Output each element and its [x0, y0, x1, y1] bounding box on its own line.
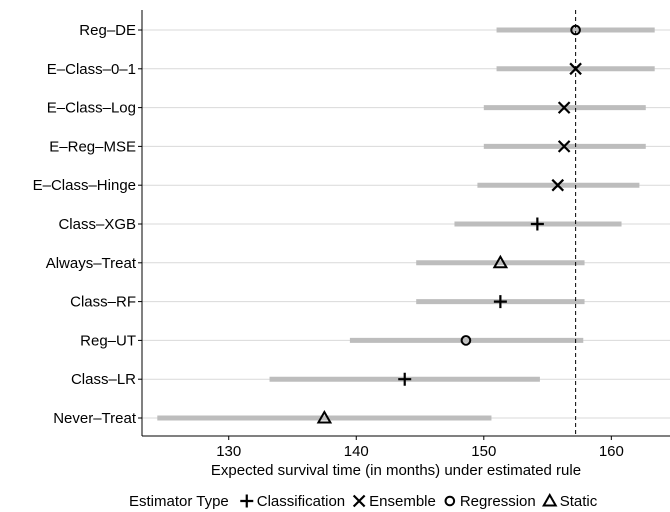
estimate-marker-cross	[569, 62, 582, 76]
estimate-marker-circle	[460, 335, 472, 346]
row-label: Class–XGB	[58, 216, 136, 233]
legend-key-cross	[352, 494, 366, 508]
row-label: E–Class–Hinge	[33, 177, 136, 194]
estimate-marker-triangle	[316, 409, 333, 424]
row-label: E–Class–Log	[47, 100, 136, 117]
legend-label: Regression	[460, 493, 536, 510]
row-label: Class–LR	[71, 371, 136, 388]
estimate-marker-cross	[551, 178, 565, 192]
legend-items: Classification Ensemble Regression Static	[240, 492, 598, 510]
x-ticks: 130 140 150 160	[216, 436, 624, 460]
estimate-marker-cross	[557, 140, 571, 153]
x-tick-label: 150	[471, 443, 496, 460]
estimate-marker-plus	[493, 295, 507, 309]
legend-label: Static	[560, 493, 598, 510]
legend-key-plus	[240, 494, 254, 508]
estimate-marker-circle	[570, 24, 581, 36]
x-axis-title: Expected survival time (in months) under…	[211, 462, 581, 479]
legend-label: Ensemble	[369, 493, 436, 510]
estimate-marker-triangle	[492, 254, 509, 269]
estimate-marker-cross	[557, 101, 571, 114]
x-tick-label: 160	[599, 443, 624, 460]
legend-key-circle	[444, 495, 456, 507]
legend-key-triangle	[541, 492, 558, 507]
x-tick-label: 140	[344, 443, 369, 460]
row-label: E–Reg–MSE	[49, 138, 136, 155]
markers	[316, 24, 582, 424]
row-labels: Reg–DE E–Class–0–1 E–Class–Log E–Reg–MSE E–C…	[33, 22, 142, 427]
row-label: Class–RF	[70, 294, 136, 311]
legend-title: Estimator Type	[129, 493, 229, 510]
legend: Estimator Type Classification Ensemble Reg…	[129, 492, 598, 510]
legend-label: Classification	[257, 493, 345, 510]
estimate-marker-plus	[530, 217, 544, 231]
row-label: Reg–UT	[80, 332, 136, 349]
row-label: Reg–DE	[79, 22, 136, 39]
row-label: E–Class–0–1	[47, 61, 136, 78]
row-label: Never–Treat	[53, 410, 137, 427]
estimate-marker-plus	[398, 372, 412, 386]
x-tick-label: 130	[216, 443, 241, 460]
row-label: Always–Treat	[46, 255, 137, 272]
axes	[141, 10, 670, 437]
